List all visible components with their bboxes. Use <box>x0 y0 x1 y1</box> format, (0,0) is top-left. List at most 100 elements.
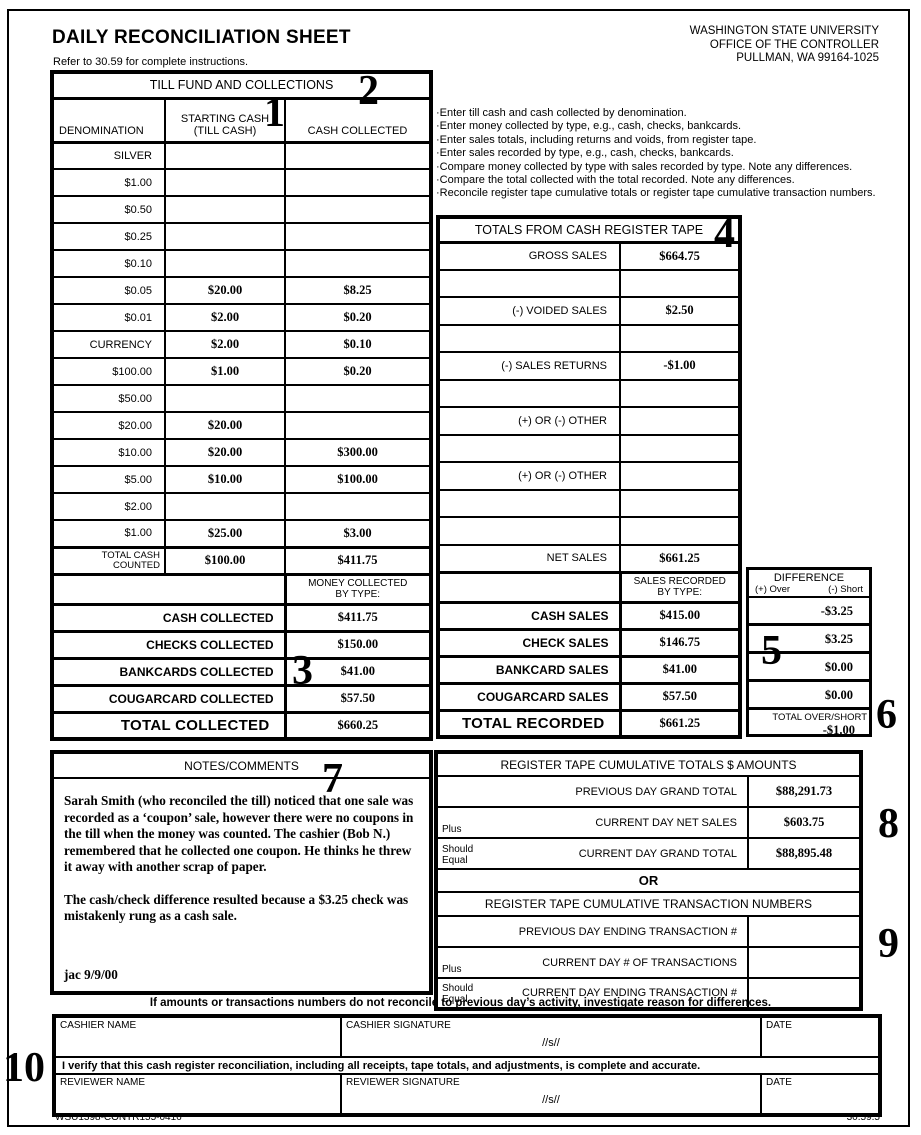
till-table-row: $1.00 $25.00 $3.00 <box>51 519 432 548</box>
sales-recorded-label: CASH SALES <box>436 600 622 631</box>
instruction-item: Compare money collected by type with sal… <box>436 161 906 174</box>
denomination-cell: $5.00 <box>51 465 166 494</box>
signature-table: CASHIER NAME CASHIER SIGNATURE //s// DAT… <box>52 1014 882 1117</box>
starting-cash-cell <box>164 249 286 278</box>
starting-cash-cell <box>164 141 286 170</box>
till-table-row: $0.05 $20.00 $8.25 <box>51 276 432 305</box>
transaction-value-cell <box>747 946 862 979</box>
transaction-label-cell: PREVIOUS DAY ENDING TRANSACTION # <box>435 915 749 948</box>
sales-recorded-band: SALES RECORDED BY TYPE: <box>618 570 742 604</box>
cashier-name-label: CASHIER NAME <box>60 1020 137 1031</box>
difference-value: $3.25 <box>749 626 869 654</box>
page-border <box>7 9 910 1127</box>
register-tape-table: TOTALS FROM CASH REGISTER TAPE GROSS SAL… <box>436 215 742 739</box>
register-tape-label <box>437 378 621 408</box>
cash-collected-cell <box>284 141 432 170</box>
till-table-header-row: DENOMINATION STARTING CASH (TILL CASH) C… <box>51 97 432 144</box>
till-table-row: $100.00 $1.00 $0.20 <box>51 357 432 386</box>
sales-recorded-row: BANKCARD SALES $41.00 <box>436 654 742 685</box>
difference-box: DIFFERENCE (+) Over (-) Short -$3.25 $3.2… <box>746 567 872 737</box>
page-title: DAILY RECONCILIATION SHEET <box>52 27 351 48</box>
cash-collected-cell: $8.25 <box>284 276 432 305</box>
empty-cell <box>436 570 622 604</box>
notes-paragraph: Sarah Smith (who reconciled the till) no… <box>64 793 414 874</box>
date-label: DATE <box>766 1020 792 1031</box>
cash-collected-cell <box>284 222 432 251</box>
register-tape-row <box>437 433 741 463</box>
register-tape-label: (+) OR (-) OTHER <box>437 461 621 491</box>
denomination-cell: $0.10 <box>51 249 166 278</box>
register-tape-value <box>619 268 741 298</box>
till-table-title-row: TILL FUND AND COLLECTIONS <box>51 71 432 100</box>
money-collected-value: $411.75 <box>283 602 433 633</box>
money-collected-band: MONEY COLLECTED BY TYPE: <box>283 572 433 606</box>
money-collected-label: CASH COLLECTED <box>50 602 287 633</box>
money-collected-row: BANKCARDS COLLECTED $41.00 <box>50 656 433 687</box>
cash-collected-cell <box>284 249 432 278</box>
till-table-row: $0.01 $2.00 $0.20 <box>51 303 432 332</box>
cumulative-table: REGISTER TAPE CUMULATIVE TOTALS $ AMOUNT… <box>434 750 863 1011</box>
register-tape-label <box>437 323 621 353</box>
register-tape-label: (-) SALES RETURNS <box>437 351 621 381</box>
row-label: CURRENT DAY ENDING TRANSACTION # <box>522 987 737 999</box>
denomination-cell: $2.00 <box>51 492 166 521</box>
notes-box: NOTES/COMMENTS Sarah Smith (who reconcil… <box>50 750 433 995</box>
register-tape-value <box>619 433 741 463</box>
cumulative-totals-row: Plus CURRENT DAY NET SALES $603.75 <box>435 806 862 839</box>
cash-collected-cell <box>284 384 432 413</box>
sales-recorded-band-row: SALES RECORDED BY TYPE: <box>436 570 742 604</box>
total-recorded-value: $661.25 <box>618 708 742 739</box>
starting-cash-cell: $25.00 <box>164 519 286 548</box>
instruction-item: Compare the total collected with the tot… <box>436 174 906 187</box>
reviewer-signature-mark: //s// <box>542 1094 560 1106</box>
callout-10: 10 <box>3 1045 45 1091</box>
reconcile-note: If amounts or transactions numbers do no… <box>149 997 772 1009</box>
reviewer-signature-cell: REVIEWER SIGNATURE //s// <box>340 1073 762 1116</box>
org-line: OFFICE OF THE CONTROLLER <box>709 38 879 51</box>
callout-4: 4 <box>714 211 735 257</box>
sales-recorded-row: CASH SALES $415.00 <box>436 600 742 631</box>
register-tape-value: $664.75 <box>619 241 741 271</box>
money-collected-label: COUGARCARD COLLECTED <box>50 683 287 714</box>
cash-collected-cell: $0.20 <box>284 303 432 332</box>
difference-value: $0.00 <box>749 654 869 682</box>
denomination-cell: $100.00 <box>51 357 166 386</box>
difference-value: $0.00 <box>749 682 869 710</box>
callout-3: 3 <box>292 648 313 694</box>
notes-signoff: jac 9/9/00 <box>64 967 118 982</box>
or-row: OR <box>435 868 862 893</box>
row-label: PREVIOUS DAY ENDING TRANSACTION # <box>518 925 737 938</box>
cash-collected-cell <box>284 411 432 440</box>
verify-row: I verify that this cash register reconci… <box>53 1056 881 1075</box>
starting-cash-cell <box>164 195 286 224</box>
reviewer-row: REVIEWER NAME REVIEWER SIGNATURE //s// D… <box>53 1073 881 1116</box>
cash-collected-cell <box>284 492 432 521</box>
reviewer-date-cell: DATE <box>760 1073 881 1116</box>
register-tape-value <box>619 406 741 436</box>
register-tape-label: GROSS SALES <box>437 241 621 271</box>
register-tape-value <box>619 461 741 491</box>
till-table-row: $2.00 <box>51 492 432 521</box>
callout-7: 7 <box>322 756 343 802</box>
starting-cash-cell: $20.00 <box>164 438 286 467</box>
total-over-short-label: TOTAL OVER/SHORT <box>772 712 867 723</box>
register-tape-value <box>619 516 741 546</box>
register-tape-value: $661.25 <box>619 543 741 573</box>
instruction-item: Enter sales totals, including returns an… <box>436 134 906 147</box>
register-tape-row <box>437 378 741 408</box>
cash-collected-cell: $100.00 <box>284 465 432 494</box>
starting-cash-cell: $20.00 <box>164 411 286 440</box>
empty-cell <box>50 572 287 606</box>
register-tape-row <box>437 516 741 546</box>
sales-recorded-label: BANKCARD SALES <box>436 654 622 685</box>
cashier-name-cell: CASHIER NAME <box>53 1015 342 1058</box>
transaction-numbers-row: Should Equal CURRENT DAY ENDING TRANSACT… <box>435 977 862 1010</box>
callout-6: 6 <box>876 692 897 738</box>
starting-cash-cell: $2.00 <box>164 330 286 359</box>
form-number: WSU1398-CONTR155-0416 <box>55 1112 182 1123</box>
denomination-cell: $1.00 <box>51 168 166 197</box>
money-collected-band-row: MONEY COLLECTED BY TYPE: <box>50 572 433 606</box>
cashier-row: CASHIER NAME CASHIER SIGNATURE //s// DAT… <box>53 1015 881 1058</box>
money-collected-value: $41.00 <box>283 656 433 687</box>
till-table-row: $0.50 <box>51 195 432 224</box>
